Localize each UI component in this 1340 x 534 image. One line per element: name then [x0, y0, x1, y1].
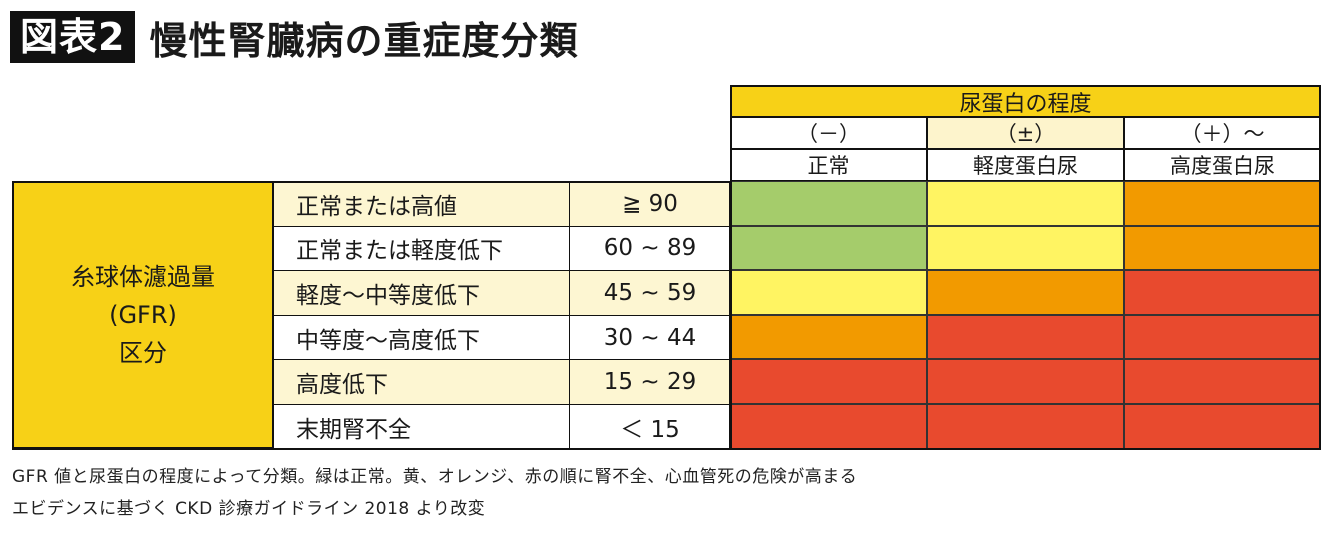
gfr-range-value: ≧ 90	[570, 181, 730, 226]
risk-cell-red	[1124, 314, 1321, 360]
risk-cell-red	[927, 404, 1124, 449]
risk-cell-orange	[730, 314, 927, 360]
risk-cell-orange	[1124, 225, 1321, 271]
gfr-range-value: 30 ~ 44	[570, 314, 730, 360]
gfr-range-value: 15 ~ 29	[570, 359, 730, 404]
gfr-group-label: 糸球体濾過量 (GFR) 区分	[12, 181, 274, 449]
gfr-range-value: 45 ~ 59	[570, 270, 730, 315]
protein-column-symbol: （＋）～	[1124, 117, 1321, 149]
gfr-stage-label: 中等度～高度低下	[274, 314, 570, 360]
risk-cell-red	[1124, 404, 1321, 449]
gfr-stage-label: 末期腎不全	[274, 404, 570, 449]
risk-cell-red	[1124, 359, 1321, 404]
risk-cell-red	[927, 314, 1124, 360]
figure-title: 慢性腎臓病の重症度分類	[149, 18, 579, 63]
protein-column-symbol: （－）	[730, 117, 927, 149]
gfr-label-line: 区分	[119, 338, 167, 367]
protein-group-header: 尿蛋白の程度	[730, 85, 1321, 118]
gfr-range-value: 60 ~ 89	[570, 225, 730, 271]
ckd-severity-table: 尿蛋白の程度 糸球体濾過量 (GFR) 区分 （－） 正常 （±） 軽度蛋白尿 （＋）～…	[12, 85, 1324, 450]
protein-column-symbol: （±）	[927, 117, 1124, 149]
footnote-line-1: GFR 値と尿蛋白の程度によって分類。緑は正常。黄、オレンジ、赤の順に腎不全、心…	[12, 467, 858, 487]
risk-cell-orange	[1124, 181, 1321, 226]
footnote-line-2: エビデンスに基づく CKD 診療ガイドライン 2018 より改変	[12, 499, 486, 519]
protein-column-label: 正常	[730, 149, 927, 181]
risk-cell-green	[730, 225, 927, 271]
risk-cell-yellow	[927, 225, 1124, 271]
risk-cell-orange	[927, 270, 1124, 315]
gfr-label-line: (GFR)	[109, 300, 177, 329]
protein-column-label: 軽度蛋白尿	[927, 149, 1124, 181]
risk-cell-red	[1124, 270, 1321, 315]
risk-cell-red	[730, 404, 927, 449]
risk-cell-red	[730, 359, 927, 404]
figure-badge: 図表2	[10, 11, 136, 63]
gfr-stage-label: 高度低下	[274, 359, 570, 404]
figure-header: 図表2 慢性腎臓病の重症度分類	[10, 8, 578, 66]
gfr-stage-label: 正常または高値	[274, 181, 570, 226]
risk-cell-yellow	[730, 270, 927, 315]
gfr-stage-label: 軽度～中等度低下	[274, 270, 570, 315]
gfr-range-value: ＜ 15	[570, 404, 730, 449]
gfr-label-line: 糸球体濾過量	[71, 262, 215, 291]
risk-cell-red	[927, 359, 1124, 404]
gfr-stage-label: 正常または軽度低下	[274, 225, 570, 271]
protein-column-label: 高度蛋白尿	[1124, 149, 1321, 181]
risk-cell-green	[730, 181, 927, 226]
risk-cell-yellow	[927, 181, 1124, 226]
